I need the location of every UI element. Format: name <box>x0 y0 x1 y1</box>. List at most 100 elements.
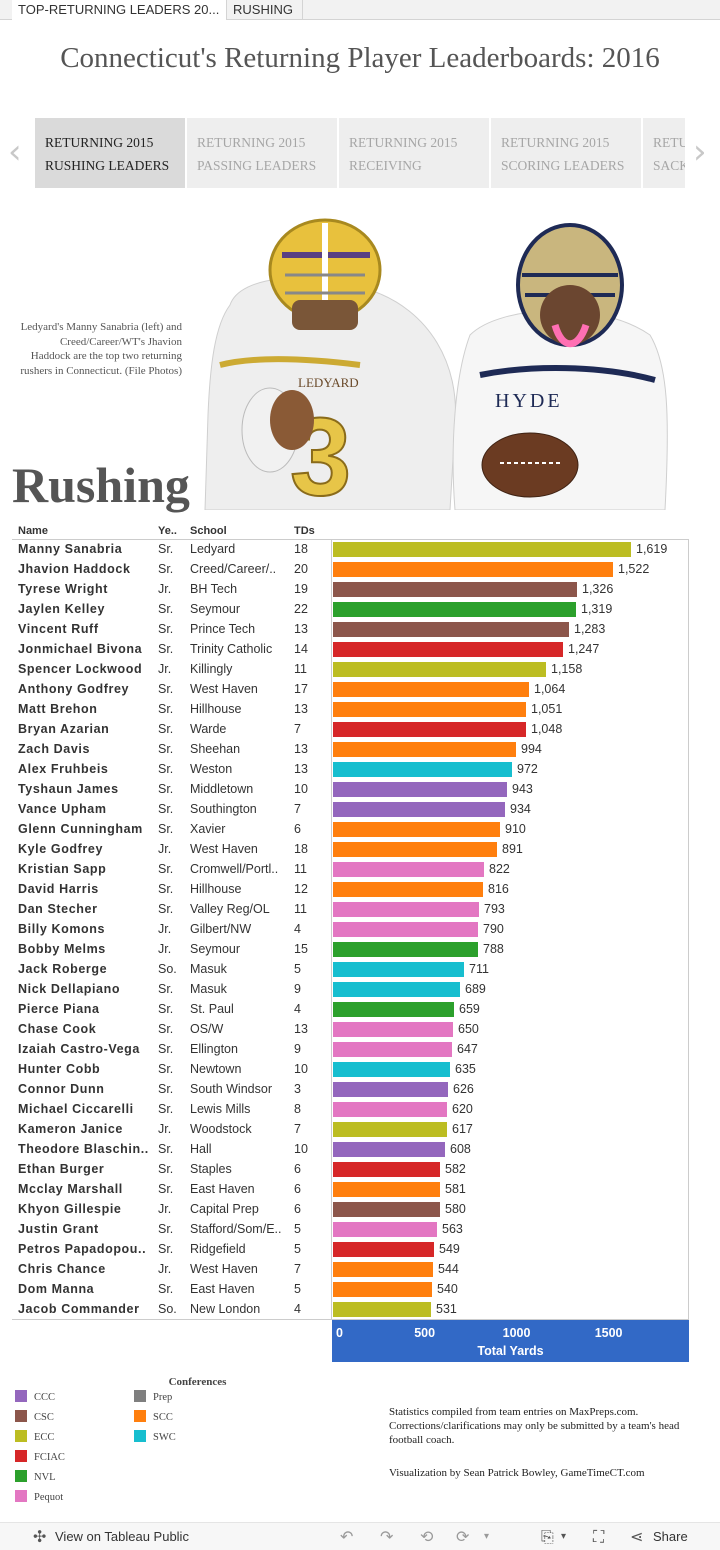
yards-bar[interactable] <box>333 562 613 577</box>
yards-bar[interactable] <box>333 1142 445 1157</box>
table-row[interactable]: Izaiah Castro-Vega Sr. Ellington 9 647 <box>0 1039 720 1059</box>
column-header-year[interactable]: Ye.. <box>158 525 177 537</box>
refresh-icon[interactable]: ⟳ <box>456 1527 470 1546</box>
tab-top-returning-leaders[interactable]: TOP-RETURNING LEADERS 20... <box>12 0 227 20</box>
yards-bar[interactable] <box>333 822 500 837</box>
table-row[interactable]: Vincent Ruff Sr. Prince Tech 13 1,283 <box>0 619 720 639</box>
table-row[interactable]: Spencer Lockwood Jr. Killingly 11 1,158 <box>0 659 720 679</box>
tab-rushing[interactable]: RUSHING <box>227 0 303 20</box>
yards-bar[interactable] <box>333 1302 431 1317</box>
legend-item[interactable]: ECC <box>15 1429 125 1443</box>
fullscreen-icon[interactable]: ⛶ <box>593 1527 605 1546</box>
yards-bar[interactable] <box>333 662 546 677</box>
table-row[interactable]: Bobby Melms Jr. Seymour 15 788 <box>0 939 720 959</box>
table-row[interactable]: Khyon Gillespie Jr. Capital Prep 6 580 <box>0 1199 720 1219</box>
yards-bar[interactable] <box>333 1122 447 1137</box>
table-row[interactable]: Ethan Burger Sr. Staples 6 582 <box>0 1159 720 1179</box>
chevron-down-icon[interactable]: ▾ <box>484 1531 490 1542</box>
legend-item[interactable]: SCC <box>134 1409 244 1423</box>
table-row[interactable]: Petros Papadopou.. Sr. Ridgefield 5 549 <box>0 1239 720 1259</box>
yards-bar[interactable] <box>333 802 505 817</box>
legend-item[interactable]: SWC <box>134 1429 244 1443</box>
yards-bar[interactable] <box>333 762 512 777</box>
table-row[interactable]: Alex Fruhbeis Sr. Weston 13 972 <box>0 759 720 779</box>
legend-item[interactable]: NVL <box>15 1469 125 1483</box>
table-row[interactable]: Connor Dunn Sr. South Windsor 3 626 <box>0 1079 720 1099</box>
nav-item-rushing[interactable]: RETURNING 2015 RUSHING LEADERS <box>35 118 185 188</box>
share-icon[interactable]: ⋖ <box>630 1527 644 1546</box>
carousel-next-button[interactable]: › <box>693 132 707 172</box>
yards-bar[interactable] <box>333 1202 440 1217</box>
table-row[interactable]: Jaylen Kelley Sr. Seymour 22 1,319 <box>0 599 720 619</box>
table-row[interactable]: David Harris Sr. Hillhouse 12 816 <box>0 879 720 899</box>
yards-bar[interactable] <box>333 1262 433 1277</box>
table-row[interactable]: Nick Dellapiano Sr. Masuk 9 689 <box>0 979 720 999</box>
table-row[interactable]: Dom Manna Sr. East Haven 5 540 <box>0 1279 720 1299</box>
legend-item[interactable]: CSC <box>15 1409 125 1423</box>
table-row[interactable]: Mcclay Marshall Sr. East Haven 6 581 <box>0 1179 720 1199</box>
yards-bar[interactable] <box>333 922 478 937</box>
table-row[interactable]: Hunter Cobb Sr. Newtown 10 635 <box>0 1059 720 1079</box>
table-row[interactable]: Michael Ciccarelli Sr. Lewis Mills 8 620 <box>0 1099 720 1119</box>
yards-bar[interactable] <box>333 962 464 977</box>
download-icon[interactable]: ⎘ <box>541 1527 554 1546</box>
download-menu-chevron-icon[interactable]: ▾ <box>561 1531 567 1542</box>
yards-bar[interactable] <box>333 1022 453 1037</box>
yards-bar[interactable] <box>333 1002 454 1017</box>
table-row[interactable]: Kameron Janice Jr. Woodstock 7 617 <box>0 1119 720 1139</box>
yards-bar[interactable] <box>333 722 526 737</box>
table-row[interactable]: Anthony Godfrey Sr. West Haven 17 1,064 <box>0 679 720 699</box>
yards-bar[interactable] <box>333 542 631 557</box>
table-row[interactable]: Jacob Commander So. New London 4 531 <box>0 1299 720 1319</box>
table-row[interactable]: Chase Cook Sr. OS/W 13 650 <box>0 1019 720 1039</box>
table-row[interactable]: Kyle Godfrey Jr. West Haven 18 891 <box>0 839 720 859</box>
table-row[interactable]: Manny Sanabria Sr. Ledyard 18 1,619 <box>0 539 720 559</box>
nav-item-receiving[interactable]: RETURNING 2015 RECEIVING <box>339 118 489 188</box>
yards-bar[interactable] <box>333 842 497 857</box>
redo-icon[interactable]: ↷ <box>380 1527 394 1546</box>
table-row[interactable]: Bryan Azarian Sr. Warde 7 1,048 <box>0 719 720 739</box>
yards-bar[interactable] <box>333 1102 447 1117</box>
yards-bar[interactable] <box>333 942 478 957</box>
yards-bar[interactable] <box>333 782 507 797</box>
yards-bar[interactable] <box>333 902 479 917</box>
table-row[interactable]: Tyrese Wright Jr. BH Tech 19 1,326 <box>0 579 720 599</box>
table-row[interactable]: Tyshaun James Sr. Middletown 10 943 <box>0 779 720 799</box>
table-row[interactable]: Jack Roberge So. Masuk 5 711 <box>0 959 720 979</box>
yards-bar[interactable] <box>333 982 460 997</box>
column-header-school[interactable]: School <box>190 525 227 537</box>
table-row[interactable]: Dan Stecher Sr. Valley Reg/OL 11 793 <box>0 899 720 919</box>
table-row[interactable]: Kristian Sapp Sr. Cromwell/Portl.. 11 822 <box>0 859 720 879</box>
yards-bar[interactable] <box>333 702 526 717</box>
yards-bar[interactable] <box>333 1062 450 1077</box>
legend-item[interactable]: Pequot <box>15 1489 125 1503</box>
yards-bar[interactable] <box>333 1282 432 1297</box>
table-row[interactable]: Glenn Cunningham Sr. Xavier 6 910 <box>0 819 720 839</box>
nav-item-sacks[interactable]: RETURNING 2015 SACKS <box>643 118 685 188</box>
legend-item[interactable]: FCIAC <box>15 1449 125 1463</box>
table-row[interactable]: Jhavion Haddock Sr. Creed/Career/.. 20 1,522 <box>0 559 720 579</box>
table-row[interactable]: Justin Grant Sr. Stafford/Som/E.. 5 563 <box>0 1219 720 1239</box>
yards-bar[interactable] <box>333 602 576 617</box>
table-row[interactable]: Vance Upham Sr. Southington 7 934 <box>0 799 720 819</box>
revert-icon[interactable]: ⟲ <box>420 1527 434 1546</box>
carousel-prev-button[interactable]: ‹ <box>8 132 22 172</box>
yards-bar[interactable] <box>333 742 516 757</box>
column-header-tds[interactable]: TDs <box>294 525 315 537</box>
table-row[interactable]: Chris Chance Jr. West Haven 7 544 <box>0 1259 720 1279</box>
nav-item-scoring[interactable]: RETURNING 2015 SCORING LEADERS <box>491 118 641 188</box>
share-button[interactable]: Share <box>653 1529 688 1544</box>
yards-bar[interactable] <box>333 582 577 597</box>
yards-bar[interactable] <box>333 642 563 657</box>
table-row[interactable]: Pierce Piana Sr. St. Paul 4 659 <box>0 999 720 1019</box>
nav-item-passing[interactable]: RETURNING 2015 PASSING LEADERS <box>187 118 337 188</box>
yards-bar[interactable] <box>333 1042 452 1057</box>
yards-bar[interactable] <box>333 1162 440 1177</box>
yards-bar[interactable] <box>333 622 569 637</box>
yards-bar[interactable] <box>333 682 529 697</box>
yards-bar[interactable] <box>333 1222 437 1237</box>
legend-item[interactable]: Prep <box>134 1389 244 1403</box>
yards-bar[interactable] <box>333 882 483 897</box>
column-header-name[interactable]: Name <box>18 525 48 537</box>
table-row[interactable]: Jonmichael Bivona Sr. Trinity Catholic 14 1,… <box>0 639 720 659</box>
